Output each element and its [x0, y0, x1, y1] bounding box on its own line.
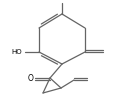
- Text: O: O: [28, 73, 34, 82]
- Text: HO: HO: [12, 49, 22, 55]
